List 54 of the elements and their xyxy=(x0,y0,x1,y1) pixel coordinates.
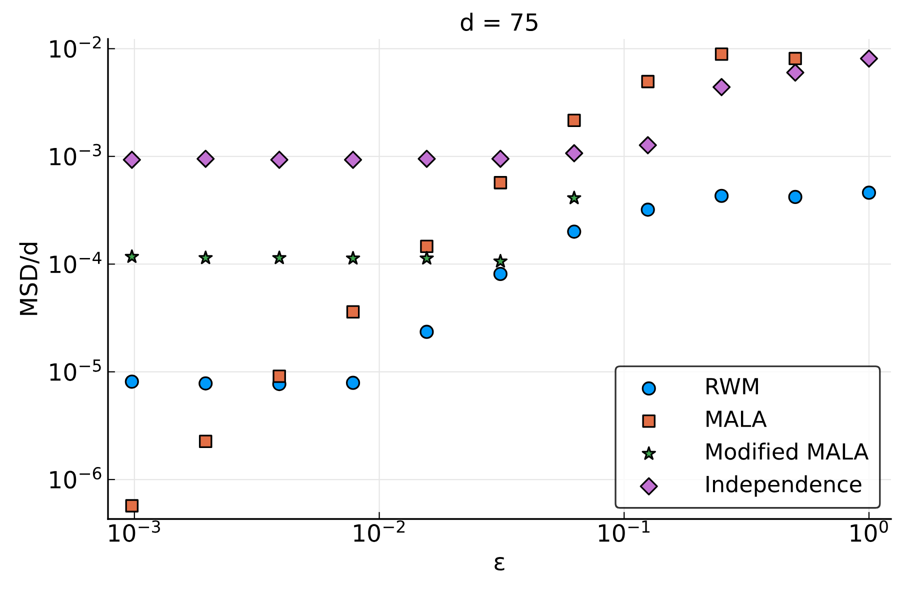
point xyxy=(196,150,215,168)
legend-label: Modified MALA xyxy=(706,442,869,460)
point xyxy=(788,190,802,204)
point xyxy=(786,64,804,82)
point xyxy=(272,250,286,264)
point xyxy=(418,150,436,168)
y-tick-label: 10$^{−5}$ xyxy=(50,360,101,381)
point xyxy=(125,499,139,512)
point xyxy=(567,224,582,239)
point xyxy=(641,74,655,88)
point xyxy=(494,176,508,190)
point xyxy=(346,376,360,390)
point xyxy=(270,150,288,169)
point xyxy=(714,188,729,203)
point xyxy=(124,374,139,389)
legend-label: MALA xyxy=(706,410,767,427)
legend-label: RWM xyxy=(706,378,758,394)
point xyxy=(860,49,878,68)
x-tick-label: 10$^{−3}$ xyxy=(109,520,160,542)
point xyxy=(346,305,360,319)
point xyxy=(122,150,141,169)
point xyxy=(638,136,657,154)
x-tick-label: 10$^{−2}$ xyxy=(354,520,405,542)
point xyxy=(198,250,213,264)
point xyxy=(124,249,139,263)
point xyxy=(272,370,286,383)
point xyxy=(493,266,508,282)
y-tick-label: 10$^{−2}$ xyxy=(50,36,101,58)
point xyxy=(565,144,584,162)
point xyxy=(712,78,731,96)
point xyxy=(420,240,434,254)
point xyxy=(640,202,655,217)
legend-label: Independence xyxy=(706,475,862,497)
y-axis-title: MSD/d xyxy=(19,242,40,315)
point xyxy=(344,150,362,169)
point xyxy=(714,47,728,61)
point xyxy=(198,376,213,390)
x-tick-label: 10$^{−1}$ xyxy=(598,520,650,542)
x-tick-label: 10$^{0}$ xyxy=(850,520,888,542)
point xyxy=(493,254,508,268)
point xyxy=(346,250,360,265)
point xyxy=(420,250,434,265)
point xyxy=(788,52,802,66)
point xyxy=(420,324,434,339)
y-tick-label: 10$^{−4}$ xyxy=(50,252,102,274)
point xyxy=(491,150,510,168)
point xyxy=(567,190,582,204)
point xyxy=(568,114,581,128)
point xyxy=(862,186,876,200)
chart-title: d = 75 xyxy=(460,12,538,31)
point xyxy=(198,434,212,448)
y-tick-label: 10$^{−3}$ xyxy=(50,144,101,166)
y-tick-label: 10$^{−6}$ xyxy=(50,467,102,489)
x-axis-title: ε xyxy=(494,556,504,571)
